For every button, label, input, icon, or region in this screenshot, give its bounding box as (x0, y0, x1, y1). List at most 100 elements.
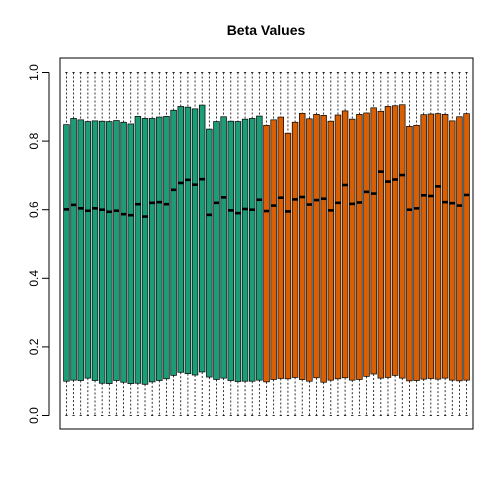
box-body (357, 114, 363, 379)
box-12 (142, 73, 148, 416)
box-body (78, 120, 84, 381)
box-body (256, 116, 262, 380)
box-57 (464, 73, 470, 416)
box-body (299, 113, 305, 379)
box-41 (349, 73, 355, 416)
box-24 (228, 73, 234, 416)
box-30 (271, 73, 277, 416)
box-body (164, 116, 170, 378)
box-body (278, 117, 284, 378)
box-body (407, 126, 413, 381)
box-body (128, 124, 134, 384)
box-45 (378, 73, 384, 416)
box-29 (264, 73, 270, 416)
box-body (121, 122, 127, 382)
y-tick-label: 0.6 (27, 201, 41, 218)
box-37 (321, 73, 327, 416)
box-body (449, 121, 455, 380)
box-body (328, 121, 334, 380)
box-26 (242, 73, 248, 416)
box-44 (371, 73, 377, 416)
box-body (385, 106, 391, 377)
y-tick-label: 0.4 (27, 270, 41, 287)
box-19 (192, 73, 198, 416)
y-tick-label: 0.2 (27, 338, 41, 355)
box-22 (214, 73, 220, 416)
box-body (185, 107, 191, 374)
box-18 (185, 73, 191, 416)
box-39 (335, 73, 341, 416)
box-46 (385, 73, 391, 416)
box-5 (92, 73, 98, 416)
box-9 (121, 73, 127, 416)
box-34 (299, 73, 305, 416)
box-body (378, 111, 384, 378)
box-body (392, 106, 398, 376)
box-33 (292, 73, 298, 416)
box-body (442, 114, 448, 378)
box-11 (135, 73, 141, 416)
box-body (364, 113, 370, 376)
box-32 (285, 73, 291, 416)
box-body (228, 121, 234, 380)
box-body (292, 122, 298, 377)
box-15 (164, 73, 170, 416)
box-50 (414, 73, 420, 416)
box-54 (442, 73, 448, 416)
box-10 (128, 73, 134, 416)
box-body (178, 106, 184, 372)
y-tick-label: 0.0 (27, 407, 41, 424)
box-body (464, 114, 470, 381)
box-48 (399, 73, 405, 416)
box-8 (114, 73, 120, 416)
box-7 (106, 73, 112, 416)
box-body (285, 133, 291, 379)
box-body (242, 119, 248, 381)
box-53 (435, 73, 441, 416)
box-body (114, 121, 120, 381)
y-axis: 0.0 0.2 0.4 0.6 0.8 1.0 (27, 64, 49, 424)
box-body (321, 115, 327, 382)
box-17 (178, 73, 184, 416)
box-body (342, 111, 348, 378)
box-36 (314, 73, 320, 416)
box-40 (342, 73, 348, 416)
box-body (64, 125, 70, 382)
box-31 (278, 73, 284, 416)
box-body (271, 120, 277, 380)
box-25 (235, 73, 241, 416)
box-body (85, 122, 91, 379)
box-body (307, 119, 313, 381)
box-body (156, 117, 162, 380)
y-tick-label: 1.0 (27, 64, 41, 81)
chart-title: Beta Values (227, 22, 306, 38)
box-body (171, 110, 177, 375)
box-52 (428, 73, 434, 416)
box-body (371, 108, 377, 374)
box-27 (249, 73, 255, 416)
box-series (64, 73, 470, 416)
box-body (435, 114, 441, 379)
box-21 (206, 73, 212, 416)
box-body (314, 114, 320, 377)
box-4 (85, 73, 91, 416)
box-28 (256, 73, 262, 416)
box-43 (364, 73, 370, 416)
y-tick-label: 0.8 (27, 132, 41, 149)
box-body (99, 121, 105, 383)
box-body (335, 115, 341, 379)
box-14 (156, 73, 162, 416)
box-47 (392, 73, 398, 416)
box-body (214, 122, 220, 380)
box-body (221, 117, 227, 378)
box-23 (221, 73, 227, 416)
box-body (421, 115, 427, 379)
box-body (264, 125, 270, 382)
box-body (106, 122, 112, 384)
box-body (235, 122, 241, 382)
box-body (199, 105, 205, 372)
box-body (71, 118, 77, 380)
box-body (428, 114, 434, 378)
box-body (192, 109, 198, 375)
